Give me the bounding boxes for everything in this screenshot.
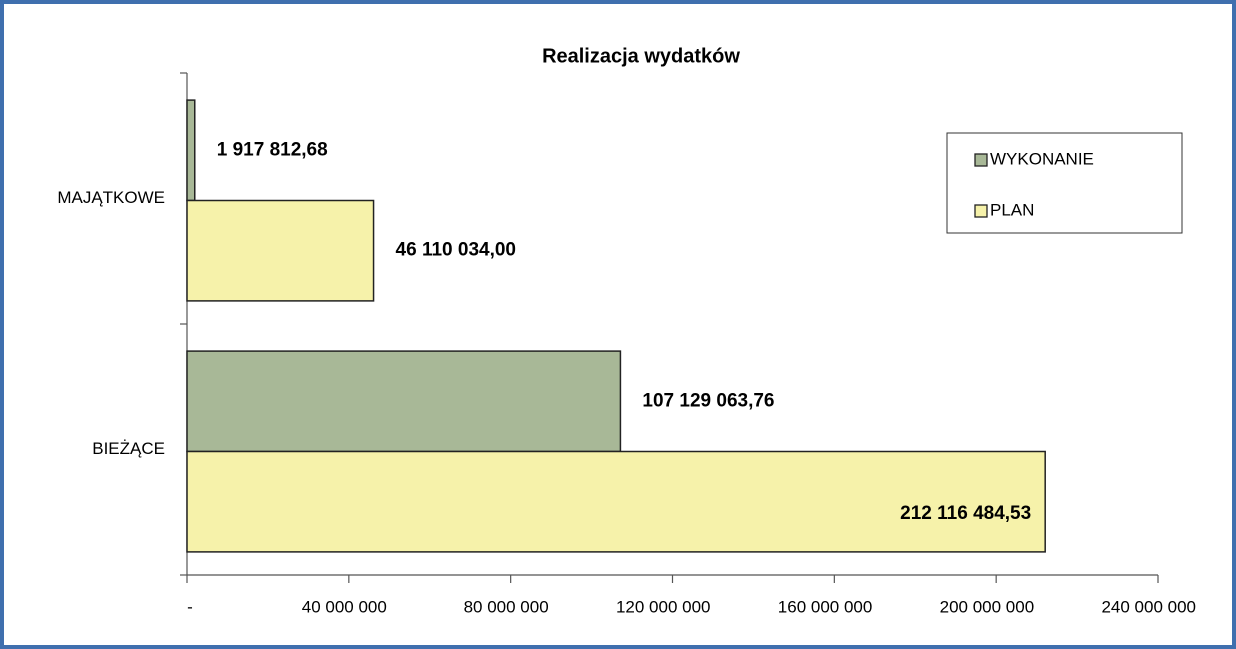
bar <box>186 199 375 302</box>
x-tick-label: 120 000 000 <box>616 597 711 616</box>
category-label: MAJĄTKOWE <box>57 188 165 207</box>
x-tick-label: - <box>187 597 193 616</box>
x-tick-label: 240 000 000 <box>1101 597 1196 616</box>
legend-swatch <box>974 153 988 167</box>
value-label: 212 116 484,53 <box>900 503 1031 524</box>
bar <box>186 350 622 453</box>
chart-title: Realizacja wydatków <box>542 45 740 67</box>
legend-label: WYKONANIE <box>990 149 1094 168</box>
legend-label: PLAN <box>990 200 1034 219</box>
legend-swatch <box>974 204 988 218</box>
bar <box>186 450 1046 553</box>
bar <box>186 99 196 202</box>
x-tick-label: 160 000 000 <box>778 597 873 616</box>
category-label: BIEŻĄCE <box>92 439 165 458</box>
x-tick-label: 200 000 000 <box>940 597 1035 616</box>
value-label: 1 917 812,68 <box>217 139 328 160</box>
x-tick-label: 80 000 000 <box>464 597 549 616</box>
value-label: 107 129 063,76 <box>642 390 774 411</box>
value-label: 46 110 034,00 <box>396 240 516 261</box>
x-tick-label: 40 000 000 <box>302 597 387 616</box>
legend-box <box>946 132 1183 234</box>
